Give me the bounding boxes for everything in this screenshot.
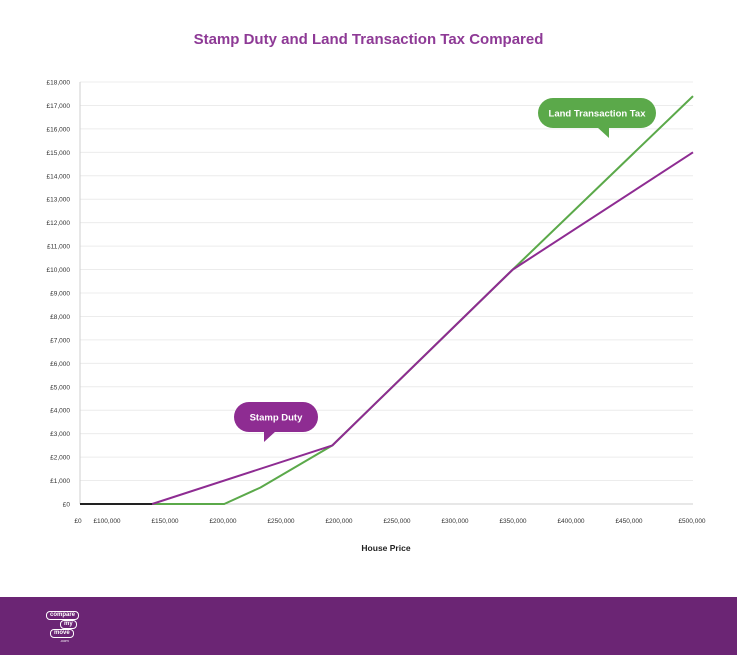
callout-stamp-duty: Stamp Duty — [234, 402, 318, 442]
footer-bar: compare my move .com — [0, 597, 737, 655]
y-tick-label: £7,000 — [50, 337, 70, 344]
chart-title: Stamp Duty and Land Transaction Tax Comp… — [193, 31, 544, 48]
y-tick-label: £15,000 — [47, 150, 71, 157]
x-tick-label: £300,000 — [441, 518, 468, 525]
line-chart: £0 £1,000 £2,000 £3,000 £4,000 £5,000 £6,000 £7… — [47, 80, 706, 554]
y-tick-label: £9,000 — [50, 291, 70, 298]
logo-word-com: .com — [60, 638, 69, 643]
y-tick-label: £18,000 — [47, 80, 71, 87]
y-tick-label: £2,000 — [50, 455, 70, 462]
y-tick-label: £12,000 — [47, 220, 71, 227]
y-tick-label: £1,000 — [50, 478, 70, 485]
x-axis-label: House Price — [361, 543, 410, 553]
y-tick-label: £8,000 — [50, 314, 70, 321]
compare-my-move-logo: compare my move .com — [46, 609, 86, 643]
y-tick-label: £17,000 — [47, 103, 71, 110]
y-tick-label: £4,000 — [50, 408, 70, 415]
x-tick-label: £450,000 — [615, 518, 642, 525]
callouts: Stamp Duty Land Transaction Tax — [234, 98, 656, 442]
y-axis-ticks: £0 £1,000 £2,000 £3,000 £4,000 £5,000 £6,000 £7… — [47, 80, 71, 509]
y-tick-label: £14,000 — [47, 173, 71, 180]
x-tick-label: £200,000 — [325, 518, 352, 525]
logo-word-move: move — [50, 629, 74, 638]
series-line-land-transaction-tax — [80, 95, 694, 505]
y-tick-label: £10,000 — [47, 267, 71, 274]
x-tick-label: £0 — [74, 518, 82, 525]
callout-label: Stamp Duty — [250, 413, 304, 424]
x-tick-label: £100,000 — [93, 518, 120, 525]
x-tick-label: £250,000 — [383, 518, 410, 525]
logo-word-compare: compare — [46, 611, 80, 620]
y-tick-label: £0 — [63, 502, 71, 509]
x-tick-label: £400,000 — [557, 518, 584, 525]
x-tick-label: £200,000 — [209, 518, 236, 525]
grid-lines — [79, 81, 693, 505]
callout-bubble — [538, 98, 656, 128]
callout-tail — [264, 431, 276, 442]
series-line-stamp-duty — [80, 151, 694, 505]
logo-word-my: my — [60, 620, 77, 629]
y-tick-label: £6,000 — [50, 361, 70, 368]
y-tick-label: £16,000 — [47, 126, 71, 133]
y-tick-label: £13,000 — [47, 197, 71, 204]
callout-land-transaction-tax: Land Transaction Tax — [538, 98, 656, 138]
x-axis-ticks: £0 £100,000 £150,000 £200,000 £250,000 £200,0… — [74, 518, 706, 525]
x-tick-label: £500,000 — [678, 518, 705, 525]
x-tick-label: £350,000 — [499, 518, 526, 525]
y-tick-label: £5,000 — [50, 384, 70, 391]
callout-bubble — [234, 402, 318, 432]
x-tick-label: £250,000 — [267, 518, 294, 525]
callout-tail — [597, 127, 609, 138]
y-tick-label: £11,000 — [47, 244, 70, 251]
series-lines — [80, 95, 694, 505]
x-tick-label: £150,000 — [151, 518, 178, 525]
y-tick-label: £3,000 — [50, 431, 70, 438]
callout-label: Land Transaction Tax — [549, 109, 647, 120]
